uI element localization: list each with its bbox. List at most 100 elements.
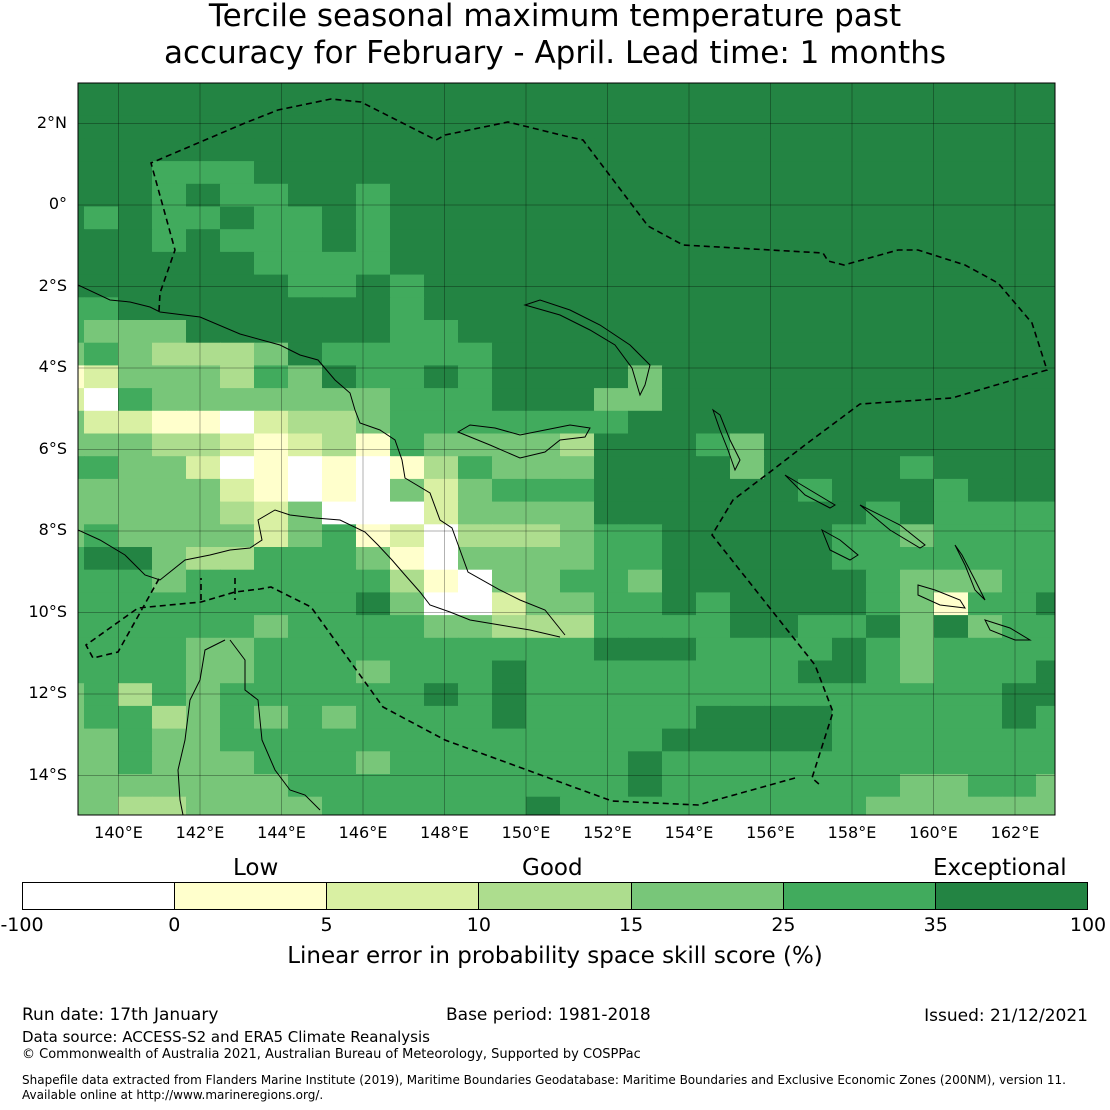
grid-cell <box>866 751 901 775</box>
grid-cell <box>730 229 765 253</box>
grid-cell <box>254 206 289 230</box>
grid-cell <box>526 592 561 616</box>
grid-cell <box>458 433 493 457</box>
grid-cell <box>798 297 833 321</box>
grid-cell <box>288 115 323 139</box>
grid-cell <box>934 274 969 298</box>
grid-cell <box>458 524 493 548</box>
grid-cell <box>492 320 527 344</box>
grid-cell <box>526 705 561 730</box>
grid-cell <box>492 774 527 798</box>
grid-cell <box>1002 478 1037 503</box>
grid-cell <box>662 501 697 525</box>
grid-cell <box>730 637 765 661</box>
grid-cell <box>934 138 969 162</box>
lon-tick-label: 158°E <box>827 823 877 842</box>
grid-cell <box>832 93 867 117</box>
grid-cell <box>492 569 527 593</box>
grid-cell <box>1002 433 1037 457</box>
grid-cell <box>832 728 867 752</box>
grid-cell <box>730 93 765 117</box>
grid-cell <box>152 660 187 684</box>
grid-cell <box>356 251 391 276</box>
grid-cell <box>356 751 391 775</box>
grid-cell <box>1036 83 1055 94</box>
grid-cell <box>866 478 901 503</box>
grid-cell <box>458 501 493 525</box>
grid-cell <box>934 660 969 684</box>
grid-cell <box>220 342 255 366</box>
grid-cell <box>356 592 391 616</box>
grid-cell <box>934 433 969 457</box>
grid-cell <box>322 183 357 207</box>
grid-cell <box>322 93 357 117</box>
grid-cell <box>662 683 697 707</box>
grid-cell <box>220 478 255 503</box>
grid-cell <box>78 796 85 815</box>
grid-cell <box>594 796 629 815</box>
grid-cell <box>220 615 255 639</box>
grid-cell <box>288 728 323 752</box>
grid-cell <box>186 728 221 752</box>
grid-cell <box>798 660 833 684</box>
grid-cell <box>764 796 799 815</box>
grid-cell <box>1002 342 1037 366</box>
grid-cell <box>798 569 833 593</box>
grid-cell <box>594 274 629 298</box>
grid-cell <box>118 410 153 434</box>
grid-cell <box>526 251 561 276</box>
grid-cell <box>1036 183 1055 207</box>
grid-cell <box>186 274 221 298</box>
grid-cell <box>254 297 289 321</box>
grid-cell <box>662 751 697 775</box>
grid-cell <box>390 615 425 639</box>
grid-cell <box>526 297 561 321</box>
grid-cell <box>560 138 595 162</box>
grid-cell <box>84 478 119 503</box>
grid-cell <box>594 365 629 389</box>
grid-cell <box>186 365 221 389</box>
grid-cell <box>1002 206 1037 230</box>
grid-cell <box>560 456 595 480</box>
grid-cell <box>458 161 493 185</box>
grid-cell <box>288 660 323 684</box>
grid-cell <box>526 796 561 815</box>
grid-cell <box>866 365 901 389</box>
grid-cell <box>390 183 425 207</box>
grid-cell <box>526 524 561 548</box>
grid-cell <box>798 342 833 366</box>
grid-cell <box>832 637 867 661</box>
grid-cell <box>764 320 799 344</box>
grid-cell <box>594 83 629 94</box>
grid-cell <box>424 478 459 503</box>
grid-cell <box>492 705 527 730</box>
grid-cell <box>594 342 629 366</box>
data-source: Data source: ACCESS-S2 and ERA5 Climate … <box>22 1028 430 1046</box>
grid-cell <box>84 93 119 117</box>
grid-cell <box>186 796 221 815</box>
grid-cell <box>968 206 1003 230</box>
grid-cell <box>628 637 663 661</box>
grid-cell <box>900 115 935 139</box>
grid-cell <box>288 547 323 571</box>
grid-cell <box>84 547 119 571</box>
grid-cell <box>968 796 1003 815</box>
grid-cell <box>866 115 901 139</box>
grid-cell <box>492 501 527 525</box>
grid-cell <box>220 274 255 298</box>
grid-cell <box>1002 592 1037 616</box>
grid-cell <box>424 501 459 525</box>
grid-cell <box>84 728 119 752</box>
grid-cell <box>78 342 85 366</box>
colorbar-segment <box>326 883 479 909</box>
grid-cell <box>458 342 493 366</box>
grid-cell <box>900 637 935 661</box>
grid-cell <box>764 115 799 139</box>
grid-cell <box>152 456 187 480</box>
grid-cell <box>458 206 493 230</box>
grid-cell <box>152 93 187 117</box>
grid-cell <box>526 660 561 684</box>
grid-cell <box>866 705 901 730</box>
grid-cell <box>458 478 493 503</box>
grid-cell <box>696 342 731 366</box>
